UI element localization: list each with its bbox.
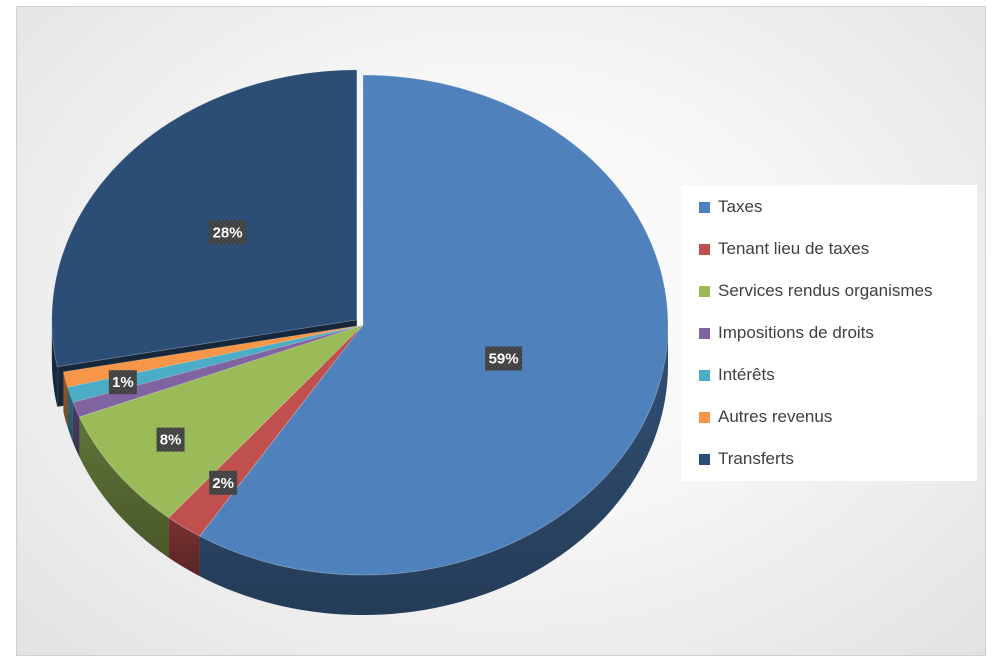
legend-item-impositions-de-droits: Impositions de droits xyxy=(699,323,874,343)
pie-slice-impositions-de-droits xyxy=(72,324,364,418)
legend-swatch xyxy=(699,453,710,465)
pie-slice-autres-revenus xyxy=(62,324,364,388)
legend-label: Transferts xyxy=(718,449,794,468)
pie-slice-services-rendus-organismes xyxy=(78,324,364,519)
legend-label: Intérêts xyxy=(718,365,775,384)
data-label-box xyxy=(209,220,247,245)
legend-label: Services rendus organismes xyxy=(718,281,933,300)
data-label-box xyxy=(156,427,185,452)
legend-swatch xyxy=(699,285,710,297)
legend-label: Taxes xyxy=(718,197,763,216)
data-label-taxes: 59% xyxy=(485,346,523,371)
data-label-value: 28% xyxy=(213,224,243,241)
data-label-interets: 1% xyxy=(108,370,137,395)
data-label-value: 59% xyxy=(489,350,519,367)
legend-swatch xyxy=(699,201,710,213)
pie-side-shade-services-rendus-organismes xyxy=(79,417,169,558)
data-label-box xyxy=(485,346,523,371)
data-label-box xyxy=(108,370,137,395)
legend-item-taxes: Taxes xyxy=(699,197,762,217)
legend-item-transferts: Transferts xyxy=(699,449,794,469)
legend-label: Impositions de droits xyxy=(718,323,874,342)
legend-item-tenant-lieu-de-taxes: Tenant lieu de taxes xyxy=(699,239,869,259)
data-label-value: 8% xyxy=(160,432,182,449)
pie-side-shade-tenant-lieu-de-taxes xyxy=(168,517,200,577)
pie-side-shade-autres-revenus xyxy=(63,371,68,428)
legend-swatch xyxy=(699,411,710,423)
data-label-box xyxy=(209,470,238,495)
legend-item-services-rendus-organismes: Services rendus organismes xyxy=(699,281,932,301)
legend-swatch xyxy=(699,369,710,381)
pie-slice-taxes xyxy=(198,74,669,576)
legend-label: Autres revenus xyxy=(718,407,833,426)
pie-side-shade-interets xyxy=(67,387,73,443)
legend-label: Tenant lieu de taxes xyxy=(718,239,870,258)
data-label-services-rendus-organismes: 8% xyxy=(156,427,185,452)
legend-swatch xyxy=(699,327,710,339)
legend-item-interets: Intérêts xyxy=(699,365,775,385)
legend-swatch xyxy=(699,243,710,255)
legend-item-autres-revenus: Autres revenus xyxy=(699,407,832,427)
data-label-value: 1% xyxy=(112,374,134,391)
pie-side-shade-impositions-de-droits xyxy=(72,402,80,458)
pie-side-shade-taxes xyxy=(199,325,669,615)
pie-side-shade-transferts xyxy=(51,319,58,407)
data-label-tenant-lieu-de-taxes: 2% xyxy=(209,470,238,495)
legend: Taxes Tenant lieu de taxes Services rendus… xyxy=(681,185,977,481)
pie-slice-transferts xyxy=(51,69,358,368)
pie-slice-interets xyxy=(67,324,364,403)
data-label-transferts: 28% xyxy=(209,220,247,245)
data-label-value: 2% xyxy=(212,475,234,492)
